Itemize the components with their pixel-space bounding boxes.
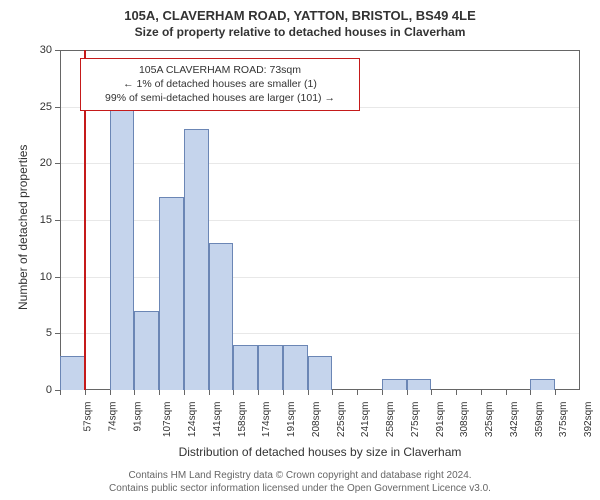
- xtick-mark: [357, 390, 358, 395]
- histogram-bar: [233, 345, 258, 390]
- histogram-bar: [530, 379, 555, 390]
- xtick-mark: [530, 390, 531, 395]
- xtick-label: 107sqm: [162, 402, 173, 438]
- xtick-label: 158sqm: [237, 402, 248, 438]
- xtick-label: 392sqm: [583, 402, 594, 438]
- xtick-label: 141sqm: [212, 402, 223, 438]
- ytick-mark: [55, 107, 60, 108]
- title-address: 105A, CLAVERHAM ROAD, YATTON, BRISTOL, B…: [0, 0, 600, 23]
- xtick-mark: [382, 390, 383, 395]
- xtick-label: 225sqm: [336, 402, 347, 438]
- xtick-mark: [308, 390, 309, 395]
- xtick-label: 91sqm: [132, 402, 143, 432]
- histogram-bar: [184, 129, 209, 390]
- gridline: [61, 163, 579, 164]
- xtick-mark: [209, 390, 210, 395]
- xtick-label: 291sqm: [435, 402, 446, 438]
- histogram-bar: [407, 379, 432, 390]
- xtick-label: 124sqm: [187, 402, 198, 438]
- ytick-label: 0: [28, 384, 52, 396]
- histogram-bar: [283, 345, 308, 390]
- histogram-bar: [134, 311, 159, 390]
- xtick-mark: [134, 390, 135, 395]
- xtick-label: 325sqm: [484, 402, 495, 438]
- histogram-bar: [308, 356, 333, 390]
- histogram-bar: [159, 197, 184, 390]
- xtick-mark: [159, 390, 160, 395]
- histogram-bar: [258, 345, 283, 390]
- xtick-mark: [555, 390, 556, 395]
- xtick-mark: [184, 390, 185, 395]
- xtick-label: 308sqm: [460, 402, 471, 438]
- xtick-mark: [110, 390, 111, 395]
- ytick-label: 30: [28, 44, 52, 56]
- title-subtitle: Size of property relative to detached ho…: [0, 23, 600, 43]
- xtick-mark: [407, 390, 408, 395]
- annotation-box: 105A CLAVERHAM ROAD: 73sqm ← 1% of detac…: [80, 58, 360, 111]
- histogram-bar: [110, 107, 135, 390]
- xtick-label: 191sqm: [286, 402, 297, 438]
- ytick-label: 15: [28, 214, 52, 226]
- xtick-label: 342sqm: [509, 402, 520, 438]
- xtick-label: 241sqm: [360, 402, 371, 438]
- annotation-line-1: 105A CLAVERHAM ROAD: 73sqm: [89, 63, 351, 77]
- ytick-label: 25: [28, 101, 52, 113]
- ytick-label: 5: [28, 327, 52, 339]
- xtick-label: 57sqm: [83, 402, 94, 432]
- xtick-mark: [60, 390, 61, 395]
- xtick-label: 359sqm: [534, 402, 545, 438]
- ytick-mark: [55, 220, 60, 221]
- xtick-mark: [431, 390, 432, 395]
- xtick-mark: [283, 390, 284, 395]
- xtick-mark: [258, 390, 259, 395]
- footer-line-1: Contains HM Land Registry data © Crown c…: [0, 470, 600, 481]
- histogram-bar: [382, 379, 407, 390]
- xtick-mark: [456, 390, 457, 395]
- xtick-label: 375sqm: [559, 402, 570, 438]
- xtick-label: 74sqm: [107, 402, 118, 432]
- xtick-mark: [506, 390, 507, 395]
- ytick-mark: [55, 277, 60, 278]
- histogram-bar: [60, 356, 85, 390]
- ytick-mark: [55, 163, 60, 164]
- footer-line-2: Contains public sector information licen…: [0, 483, 600, 494]
- xtick-label: 174sqm: [261, 402, 272, 438]
- ytick-mark: [55, 50, 60, 51]
- ytick-label: 10: [28, 271, 52, 283]
- xtick-mark: [85, 390, 86, 395]
- xtick-label: 275sqm: [410, 402, 421, 438]
- xtick-mark: [233, 390, 234, 395]
- xtick-mark: [332, 390, 333, 395]
- gridline: [61, 277, 579, 278]
- gridline: [61, 220, 579, 221]
- histogram-bar: [209, 243, 234, 390]
- chart-container: 105A, CLAVERHAM ROAD, YATTON, BRISTOL, B…: [0, 0, 600, 500]
- xtick-mark: [481, 390, 482, 395]
- annotation-line-2: ← 1% of detached houses are smaller (1): [89, 77, 351, 91]
- ytick-mark: [55, 333, 60, 334]
- y-axis-label: Number of detached properties: [16, 145, 30, 310]
- x-axis-label: Distribution of detached houses by size …: [60, 445, 580, 459]
- xtick-label: 258sqm: [385, 402, 396, 438]
- ytick-label: 20: [28, 157, 52, 169]
- annotation-line-3: 99% of semi-detached houses are larger (…: [89, 91, 351, 105]
- xtick-label: 208sqm: [311, 402, 322, 438]
